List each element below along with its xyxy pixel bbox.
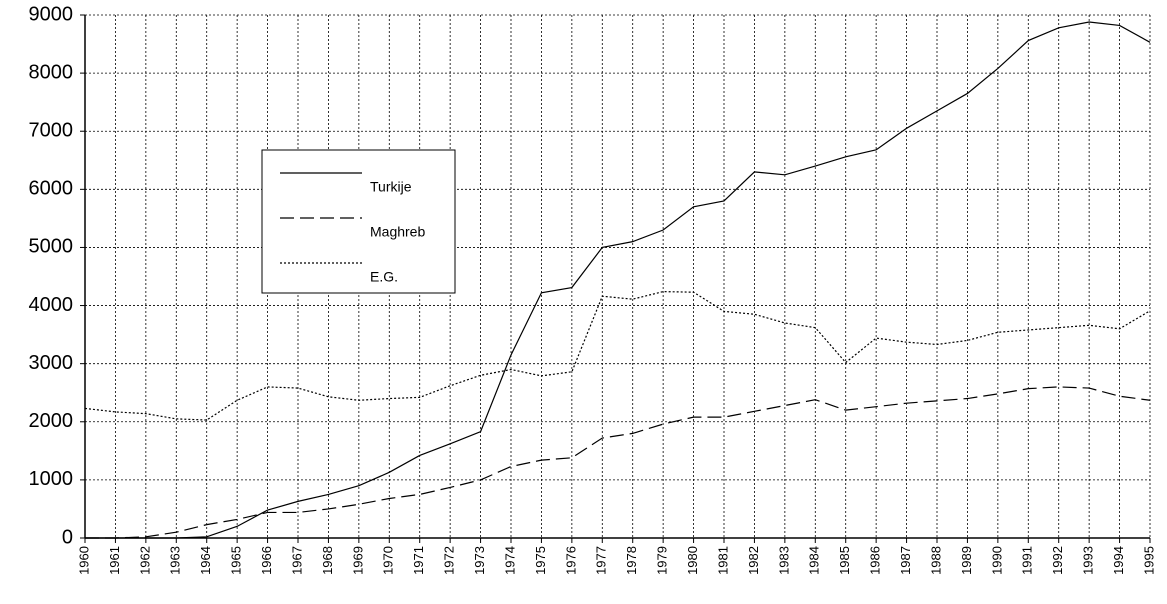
y-tick-label: 2000	[29, 410, 74, 432]
y-tick-label: 6000	[29, 178, 74, 200]
x-tick-label: 1993	[1081, 546, 1096, 575]
y-tick-label: 1000	[29, 468, 74, 490]
legend-label: Turkije	[370, 179, 412, 195]
x-tick-label: 1966	[259, 546, 274, 575]
x-tick-label: 1985	[837, 546, 852, 575]
x-tick-label: 1986	[868, 546, 883, 575]
y-tick-label: 4000	[29, 294, 74, 316]
y-tick-label: 3000	[29, 352, 74, 374]
y-tick-label: 9000	[29, 3, 74, 25]
y-tick-label: 5000	[29, 236, 74, 258]
x-tick-label: 1989	[959, 546, 974, 575]
x-tick-label: 1983	[776, 546, 791, 575]
x-tick-label: 1978	[624, 546, 639, 575]
x-tick-label: 1991	[1020, 546, 1035, 575]
legend: Turkije Maghreb E.G.	[261, 149, 456, 294]
x-tick-label: 1977	[594, 546, 609, 575]
x-tick-label: 1970	[381, 546, 396, 575]
x-tick-label: 1963	[168, 546, 183, 575]
legend-box	[261, 149, 456, 294]
x-tick-label: 1971	[411, 546, 426, 575]
x-tick-label: 1964	[198, 546, 213, 575]
x-tick-label: 1976	[563, 546, 578, 575]
x-tick-label: 1969	[350, 546, 365, 575]
x-tick-label: 1975	[533, 546, 548, 575]
x-tick-label: 1984	[807, 546, 822, 575]
x-tick-label: 1974	[502, 546, 517, 575]
y-tick-label: 0	[62, 526, 73, 548]
y-tick-label: 7000	[29, 120, 74, 142]
x-tick-label: 1992	[1050, 546, 1065, 575]
y-tick-label: 8000	[29, 61, 74, 83]
x-tick-label: 1962	[137, 546, 152, 575]
x-tick-label: 1961	[107, 546, 122, 575]
x-tick-label: 1965	[229, 546, 244, 575]
x-tick-label: 1987	[898, 546, 913, 575]
series-line	[85, 21, 1151, 539]
x-tick-label: 1982	[746, 546, 761, 575]
x-tick-label: 1967	[289, 546, 304, 575]
x-tick-label: 1960	[76, 546, 91, 575]
series-line	[84, 291, 1151, 421]
x-tick-label: 1988	[928, 546, 943, 575]
x-tick-label: 1972	[442, 546, 457, 575]
x-tick-label: 1973	[472, 546, 487, 575]
legend-label: E.G.	[370, 269, 398, 285]
x-tick-label: 1968	[320, 546, 335, 575]
x-tick-label: 1981	[715, 546, 730, 575]
x-tick-label: 1979	[655, 546, 670, 575]
x-tick-label: 1994	[1111, 546, 1126, 575]
legend-label: Maghreb	[370, 224, 425, 240]
series-line	[85, 386, 1151, 539]
x-tick-label: 1990	[989, 546, 1004, 575]
x-tick-label: 1980	[685, 546, 700, 575]
x-tick-label: 1995	[1141, 546, 1156, 575]
